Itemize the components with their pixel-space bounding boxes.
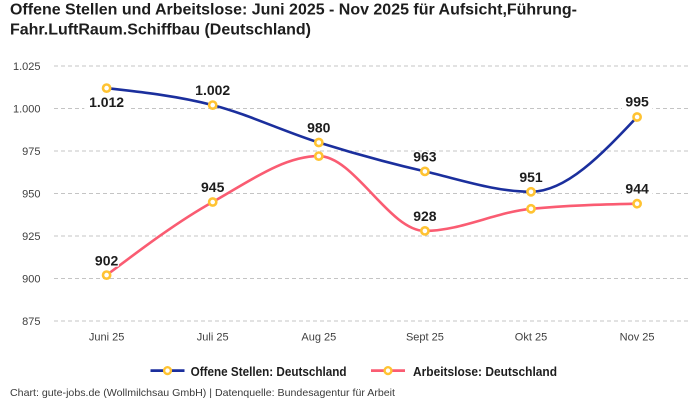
svg-text:Arbeitslose: Deutschland: Arbeitslose: Deutschland: [413, 364, 557, 379]
svg-text:944: 944: [625, 181, 649, 197]
svg-text:928: 928: [413, 208, 437, 224]
svg-text:963: 963: [413, 148, 437, 164]
svg-text:875: 875: [22, 316, 40, 328]
svg-text:951: 951: [519, 169, 543, 185]
svg-text:Juli 25: Juli 25: [197, 331, 229, 343]
svg-text:1.000: 1.000: [13, 103, 41, 115]
svg-text:Chart: gute-jobs.de (Wollmilch: Chart: gute-jobs.de (Wollmilchsau GmbH) …: [10, 387, 395, 399]
svg-text:1.025: 1.025: [13, 61, 41, 73]
svg-text:1.002: 1.002: [195, 82, 230, 98]
svg-text:900: 900: [22, 273, 40, 285]
svg-text:925: 925: [22, 231, 40, 243]
svg-text:945: 945: [201, 179, 225, 195]
svg-text:Okt 25: Okt 25: [515, 331, 547, 343]
svg-text:902: 902: [95, 253, 119, 269]
svg-text:995: 995: [625, 93, 649, 109]
svg-text:1.012: 1.012: [89, 94, 124, 110]
svg-text:Aug 25: Aug 25: [301, 331, 336, 343]
svg-text:980: 980: [307, 120, 331, 136]
svg-text:975: 975: [22, 146, 40, 158]
svg-text:Nov 25: Nov 25: [620, 331, 655, 343]
svg-text:Fahr.LuftRaum.Schiffbau (Deuts: Fahr.LuftRaum.Schiffbau (Deutschland): [10, 22, 311, 39]
svg-text:Juni 25: Juni 25: [89, 331, 124, 343]
svg-text:Offene Stellen und Arbeitslose: Offene Stellen und Arbeitslose: Juni 202…: [10, 2, 577, 19]
svg-text:950: 950: [22, 188, 40, 200]
svg-text:Sept 25: Sept 25: [406, 331, 444, 343]
svg-text:Offene Stellen: Deutschland: Offene Stellen: Deutschland: [191, 364, 347, 379]
